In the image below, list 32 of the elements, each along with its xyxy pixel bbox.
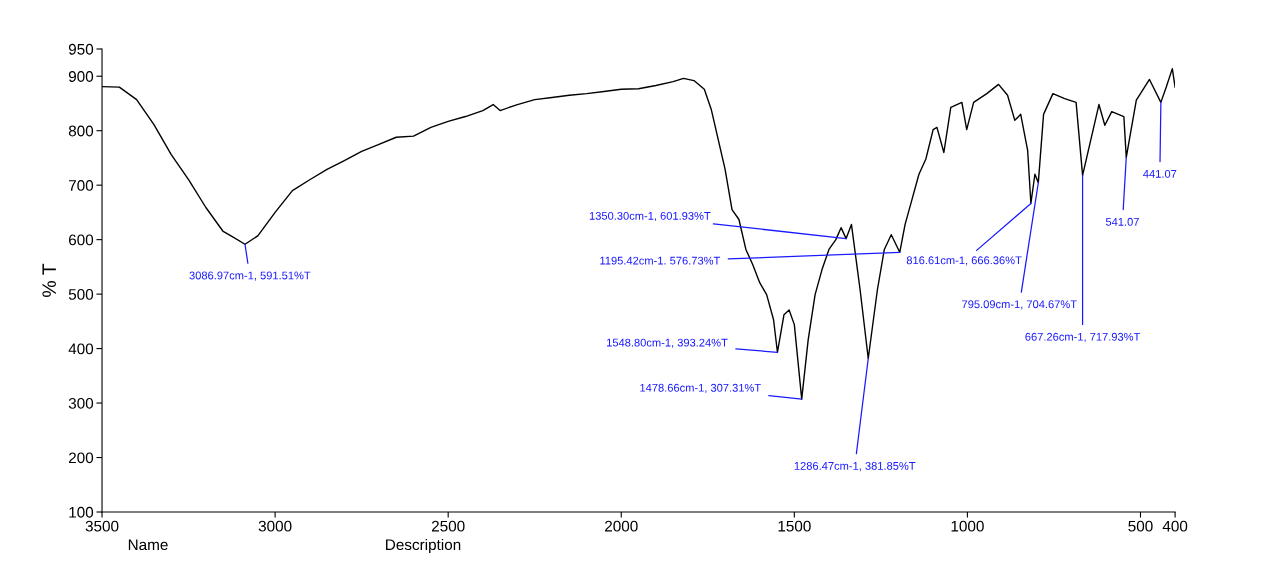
y-tick-label: 700 — [68, 180, 94, 191]
y-axis-title: % T — [42, 263, 56, 297]
y-tick-label: 600 — [68, 234, 94, 246]
y-tick-label: 200 — [68, 452, 94, 464]
annotation: 667.26cm-1, 717.93%T — [1025, 332, 1141, 343]
annotation: 541.07 — [1105, 217, 1139, 226]
x-tick-label: 1500 — [778, 520, 811, 532]
x-tick-label: 500 — [1128, 520, 1153, 532]
annotation: 1350.30cm-1, 601.93%T — [589, 211, 711, 222]
annotation: 1478.66cm-1, 307.31%T — [640, 383, 761, 394]
annotation: 816.61cm-1, 666.36%T — [906, 256, 1022, 266]
x-tick-label: 2000 — [605, 520, 638, 532]
y-tick-label: 800 — [68, 125, 94, 137]
text: Description — [386, 538, 461, 554]
y-tick-label: 900 — [68, 71, 94, 82]
y-tick-label: 300 — [68, 397, 94, 409]
annotation: 441.07 — [1143, 169, 1177, 178]
x-tick-label: 3000 — [258, 520, 292, 532]
y-tick-label: 950 — [68, 43, 94, 55]
y-tick-label: 100 — [69, 506, 94, 518]
annotation: 795.09cm-1, 704.67%T — [962, 300, 1077, 310]
x-tick-label: 400 — [1162, 520, 1188, 532]
annotation: 1195.42cm-1. 576.73%T — [600, 256, 721, 265]
annotation: 1548.80cm-1, 393.24%T — [607, 338, 728, 348]
annotation: 1286.47cm-1, 381.85%T — [794, 461, 916, 472]
annotation: 3086.97cm-1, 591.51%T — [189, 271, 311, 281]
x-tick-label: 2500 — [431, 520, 465, 532]
x-tick-label: 1000 — [951, 520, 984, 532]
y-tick-label: 500 — [68, 288, 94, 300]
x-tick-label: 3500 — [85, 520, 119, 532]
y-tick-label: 400 — [68, 343, 94, 355]
text: Name — [128, 539, 168, 551]
